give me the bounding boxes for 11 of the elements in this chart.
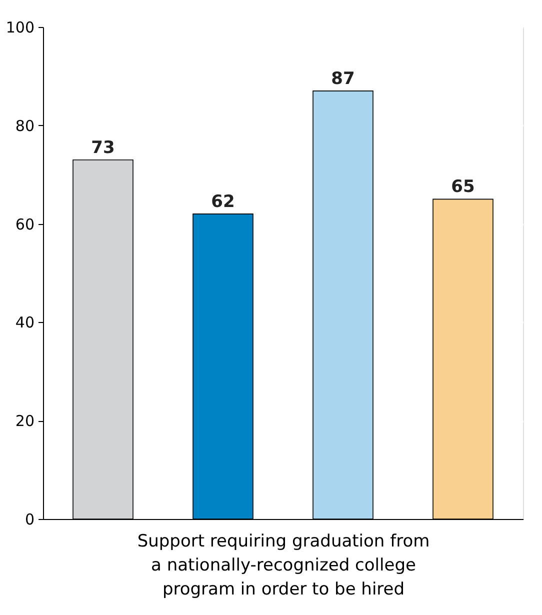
data-label: 73 (91, 138, 115, 158)
y-tick-label: 40 (15, 314, 34, 332)
data-label: 87 (331, 68, 355, 89)
y-tick-label: 60 (15, 215, 34, 234)
y-tick-label: 20 (15, 412, 34, 430)
y-tick-label: 100 (6, 18, 34, 36)
data-label: 62 (211, 192, 235, 212)
y-tick-label: 0 (24, 510, 34, 528)
x-axis-title: Support requiring graduation from a nationally-recognized college program in order to be hired (137, 532, 430, 600)
data-label: 65 (451, 177, 475, 198)
y-tick-label: 80 (15, 116, 34, 135)
